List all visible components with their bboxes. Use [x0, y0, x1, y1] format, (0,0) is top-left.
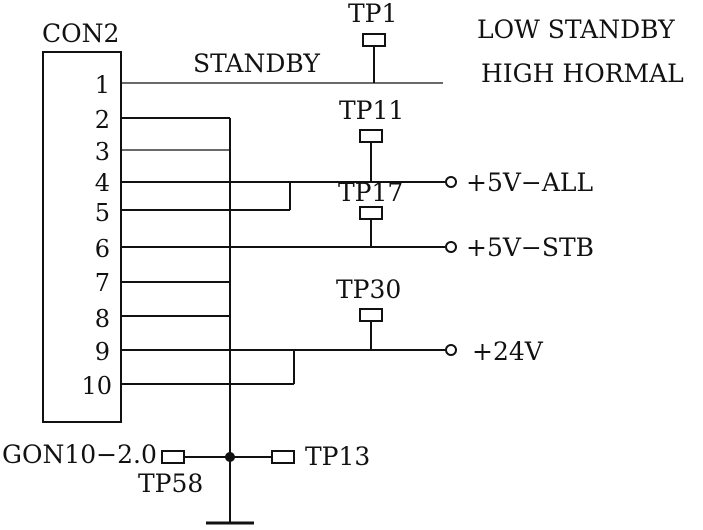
- pin-number: 5: [95, 199, 110, 227]
- pin-number: 10: [81, 372, 112, 400]
- v5-all-label: +5V−ALL: [466, 168, 593, 197]
- tp58-label: TP58: [138, 469, 203, 498]
- v5-stb-terminal: [445, 241, 457, 253]
- tp30-pad: [359, 308, 383, 322]
- tp30-label: TP30: [336, 275, 401, 304]
- mode-high-label: HIGH HORMAL: [481, 59, 684, 88]
- pin-number: 2: [95, 106, 110, 134]
- junction-dot: [225, 452, 235, 462]
- tp17-pad: [359, 206, 383, 220]
- pin-number: 9: [95, 338, 110, 366]
- mode-low-label: LOW STANDBY: [477, 15, 675, 44]
- standby-label: STANDBY: [193, 49, 320, 78]
- connector-part-label: GON10−2.0: [2, 440, 157, 469]
- v5-stb-label: +5V−STB: [466, 233, 594, 262]
- pin-number: 8: [95, 305, 110, 333]
- tp58-pad: [161, 450, 185, 464]
- tp1-label: TP1: [348, 0, 397, 28]
- pin-number: 3: [95, 138, 110, 166]
- tp13-label: TP13: [305, 442, 370, 471]
- tp11-label: TP11: [339, 96, 404, 125]
- tp13-pad: [271, 450, 295, 464]
- pin-number: 7: [95, 269, 110, 297]
- tp1-pad: [362, 33, 386, 47]
- tp11-pad: [359, 129, 383, 143]
- connector-body: [42, 51, 122, 423]
- v5-all-terminal: [445, 176, 457, 188]
- connector-name: CON2: [42, 19, 119, 48]
- pin-number: 4: [95, 169, 110, 197]
- tp17-label: TP17: [338, 178, 403, 207]
- v24-terminal: [445, 344, 457, 356]
- pin-number: 1: [95, 71, 110, 99]
- pin-number: 6: [95, 235, 110, 263]
- v24-label: +24V: [472, 337, 544, 366]
